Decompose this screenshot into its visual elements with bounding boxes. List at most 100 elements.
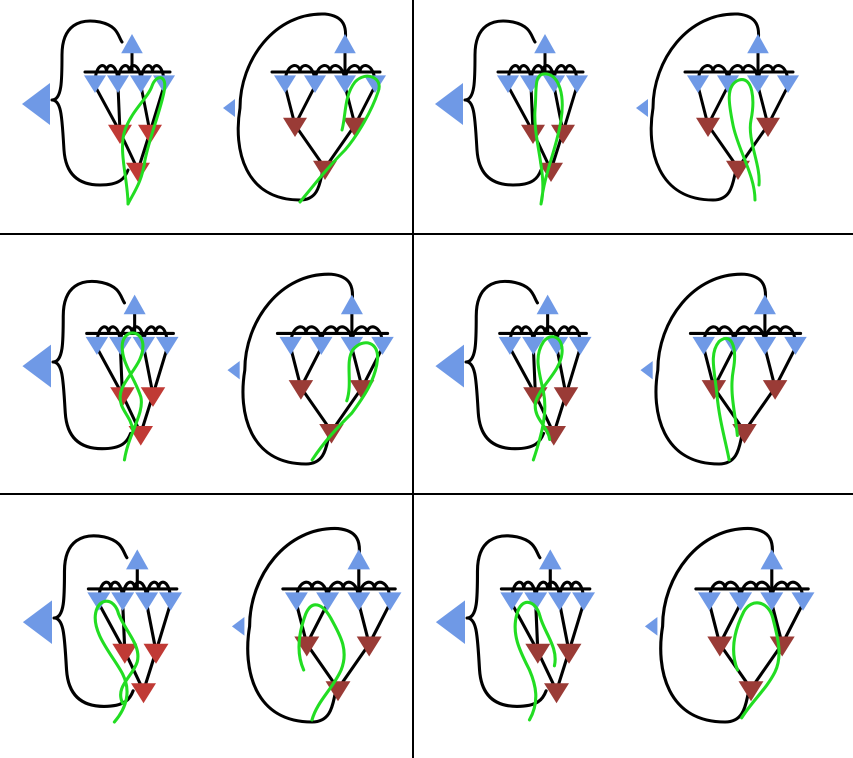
blue-node <box>692 336 715 355</box>
red-node <box>756 117 780 137</box>
branch-wire <box>529 84 535 134</box>
input-triangle <box>334 34 356 54</box>
output-arrow <box>435 600 465 644</box>
green-trace-right <box>298 74 381 204</box>
blue-node <box>85 336 109 355</box>
bump-wire <box>343 64 377 86</box>
blue-node <box>729 592 753 611</box>
bump-wire <box>95 325 122 348</box>
panel-D <box>435 272 807 466</box>
blue-node <box>378 592 402 611</box>
bump-wire <box>552 64 579 86</box>
blue-node <box>109 336 132 355</box>
red-node <box>356 636 382 657</box>
green-trace-left <box>118 331 145 462</box>
red-node <box>143 643 169 664</box>
panel-F <box>435 526 815 724</box>
output-arrow <box>22 600 52 644</box>
red-node <box>707 636 733 657</box>
network-loop-wire <box>50 19 130 187</box>
output-arrow <box>223 99 235 117</box>
green-trace-left <box>513 600 557 722</box>
bump-wire <box>529 64 556 86</box>
red-node <box>112 643 138 664</box>
red-node <box>126 162 150 182</box>
blue-node <box>340 336 364 355</box>
branch-wire <box>534 601 540 653</box>
input-triangle <box>121 34 143 54</box>
input-triangle <box>747 34 769 54</box>
blue-node <box>304 75 326 93</box>
blue-node <box>130 75 152 93</box>
network-loop-wire <box>51 279 133 451</box>
branch-wire <box>531 346 537 397</box>
panel-E <box>22 526 402 724</box>
blue-node <box>284 592 308 611</box>
input-triangle <box>534 34 556 54</box>
red-node <box>343 117 367 137</box>
blue-node <box>791 592 815 611</box>
network-loop-wire <box>465 534 548 708</box>
network-loop-wire <box>654 272 767 466</box>
red-node <box>762 380 788 400</box>
red-node <box>140 387 166 407</box>
bump-wire <box>763 325 798 348</box>
blue-node <box>545 336 569 355</box>
blue-node <box>87 592 111 611</box>
red-node <box>131 683 156 704</box>
output-arrow <box>636 99 648 117</box>
bump-wire <box>116 64 143 86</box>
green-trace-right <box>310 341 379 462</box>
green-trace-right <box>732 601 781 720</box>
red-node <box>701 380 727 400</box>
bump-wire <box>506 64 533 86</box>
blue-node <box>334 75 356 93</box>
network-loop-wire <box>236 12 348 202</box>
input-triangle <box>760 549 784 570</box>
red-node <box>556 643 582 664</box>
output-arrow <box>22 344 51 388</box>
branch-wire <box>145 601 158 653</box>
branch-wire <box>139 84 152 134</box>
blue-node <box>569 336 592 355</box>
bump-wire <box>142 325 169 348</box>
network-loop-wire <box>464 279 546 451</box>
output-arrow <box>231 616 245 636</box>
green-trace-left <box>121 76 167 206</box>
red-node <box>525 643 551 664</box>
output-arrow <box>435 344 464 388</box>
blue-node <box>753 336 777 355</box>
bump-wire <box>555 325 582 348</box>
red-node <box>539 162 563 182</box>
blue-node <box>371 336 394 355</box>
blue-node <box>717 75 739 93</box>
blue-node <box>107 75 129 93</box>
branch-wire <box>555 346 568 397</box>
green-trace-left <box>531 335 564 462</box>
output-arrow <box>227 360 240 380</box>
red-node <box>288 380 314 400</box>
input-triangle <box>753 294 776 315</box>
input-triangle <box>536 294 559 315</box>
blue-node <box>747 75 769 93</box>
blue-node <box>566 75 588 93</box>
green-trace-right <box>727 78 761 202</box>
green-trace-left <box>533 72 564 206</box>
blue-node <box>524 592 548 611</box>
blue-node <box>760 592 784 611</box>
red-node <box>696 117 720 137</box>
red-node <box>544 683 569 704</box>
network-loop-wire <box>649 12 761 202</box>
green-trace-right <box>297 603 346 722</box>
panel-B <box>435 12 799 206</box>
branch-wire <box>558 601 571 653</box>
output-arrow <box>435 83 463 125</box>
blue-node <box>500 592 524 611</box>
output-arrow <box>644 616 658 636</box>
bump-wire <box>283 64 317 86</box>
blue-node <box>279 336 302 355</box>
blue-node <box>316 592 340 611</box>
red-node <box>108 124 132 144</box>
